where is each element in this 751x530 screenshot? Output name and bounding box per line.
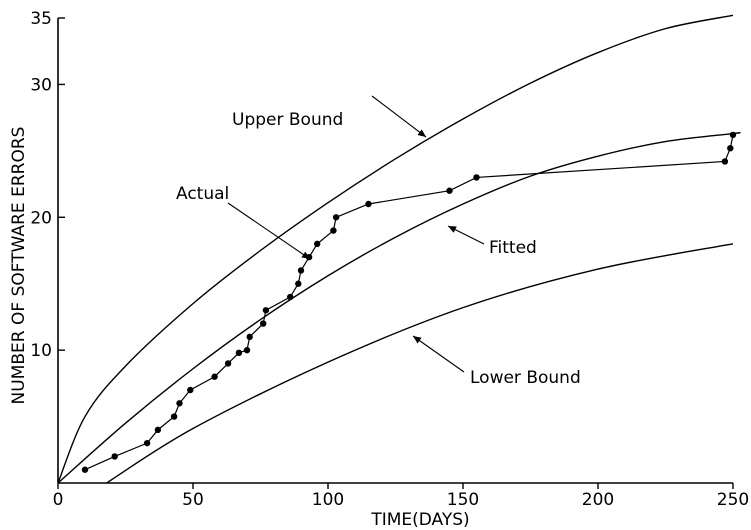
- actual-arrowhead: [301, 251, 310, 259]
- annotations: Upper Bound Actual Fitted Lower Bound: [176, 95, 581, 388]
- lower-bound-leader-arrow: [412, 335, 465, 373]
- y-tick-label: 35: [30, 9, 52, 29]
- lower-bound-annotation: Lower Bound: [470, 368, 581, 388]
- data-point: [246, 333, 253, 341]
- data-point: [154, 426, 162, 434]
- fitted-curve: [57, 132, 741, 484]
- data-point: [260, 320, 267, 327]
- data-point: [314, 240, 321, 248]
- data-point: [81, 466, 89, 473]
- data-point: [224, 360, 232, 367]
- x-tick-label: 200: [582, 490, 614, 510]
- lower-bound-arrowhead: [413, 336, 422, 344]
- y-axis-label: NUMBER OF SOFTWARE ERRORS: [9, 127, 29, 405]
- x-axis-label: TIME(DAYS): [370, 510, 469, 530]
- lower-bound-curve: [106, 243, 734, 484]
- data-point: [170, 413, 178, 420]
- actual-annotation: Actual: [176, 184, 229, 204]
- data-point: [243, 346, 251, 354]
- ticks: 0 50 100 150 200 250 10 20 30 35: [30, 9, 749, 510]
- data-point: [473, 174, 480, 181]
- data-point: [721, 158, 729, 165]
- data-point: [262, 307, 270, 314]
- data-point: [297, 267, 305, 274]
- data-point: [187, 386, 194, 394]
- axes: [57, 18, 733, 484]
- upper-bound-annotation: Upper Bound: [232, 110, 343, 130]
- actual-points: [81, 131, 737, 473]
- fitted-annotation: Fitted: [489, 238, 537, 258]
- data-point: [111, 453, 118, 460]
- data-point: [143, 439, 151, 447]
- data-point: [235, 349, 243, 356]
- x-tick-label: 100: [312, 490, 344, 510]
- x-tick-label: 150: [447, 490, 479, 510]
- data-point: [211, 373, 218, 380]
- fitted-arrowhead: [448, 226, 457, 233]
- x-tick-label: 250: [717, 490, 749, 510]
- data-point: [446, 187, 453, 194]
- upper-bound-arrowhead: [417, 129, 426, 137]
- data-point: [176, 400, 183, 407]
- data-point: [332, 214, 340, 221]
- x-tick-label: 0: [53, 490, 64, 510]
- data-point: [287, 293, 294, 301]
- data-point: [729, 131, 737, 139]
- actual-leader-arrow: [227, 202, 311, 260]
- y-tick-label: 30: [30, 75, 52, 95]
- upper-bound-curve: [57, 14, 734, 484]
- data-point: [295, 280, 302, 287]
- upper-bound-leader-arrow: [371, 95, 427, 138]
- y-tick-label: 10: [30, 341, 52, 361]
- data-point: [365, 200, 372, 208]
- x-tick-label: 50: [182, 490, 204, 510]
- y-tick-label: 20: [30, 208, 52, 228]
- data-point: [727, 145, 734, 152]
- data-point: [330, 227, 337, 234]
- curves: [57, 14, 741, 484]
